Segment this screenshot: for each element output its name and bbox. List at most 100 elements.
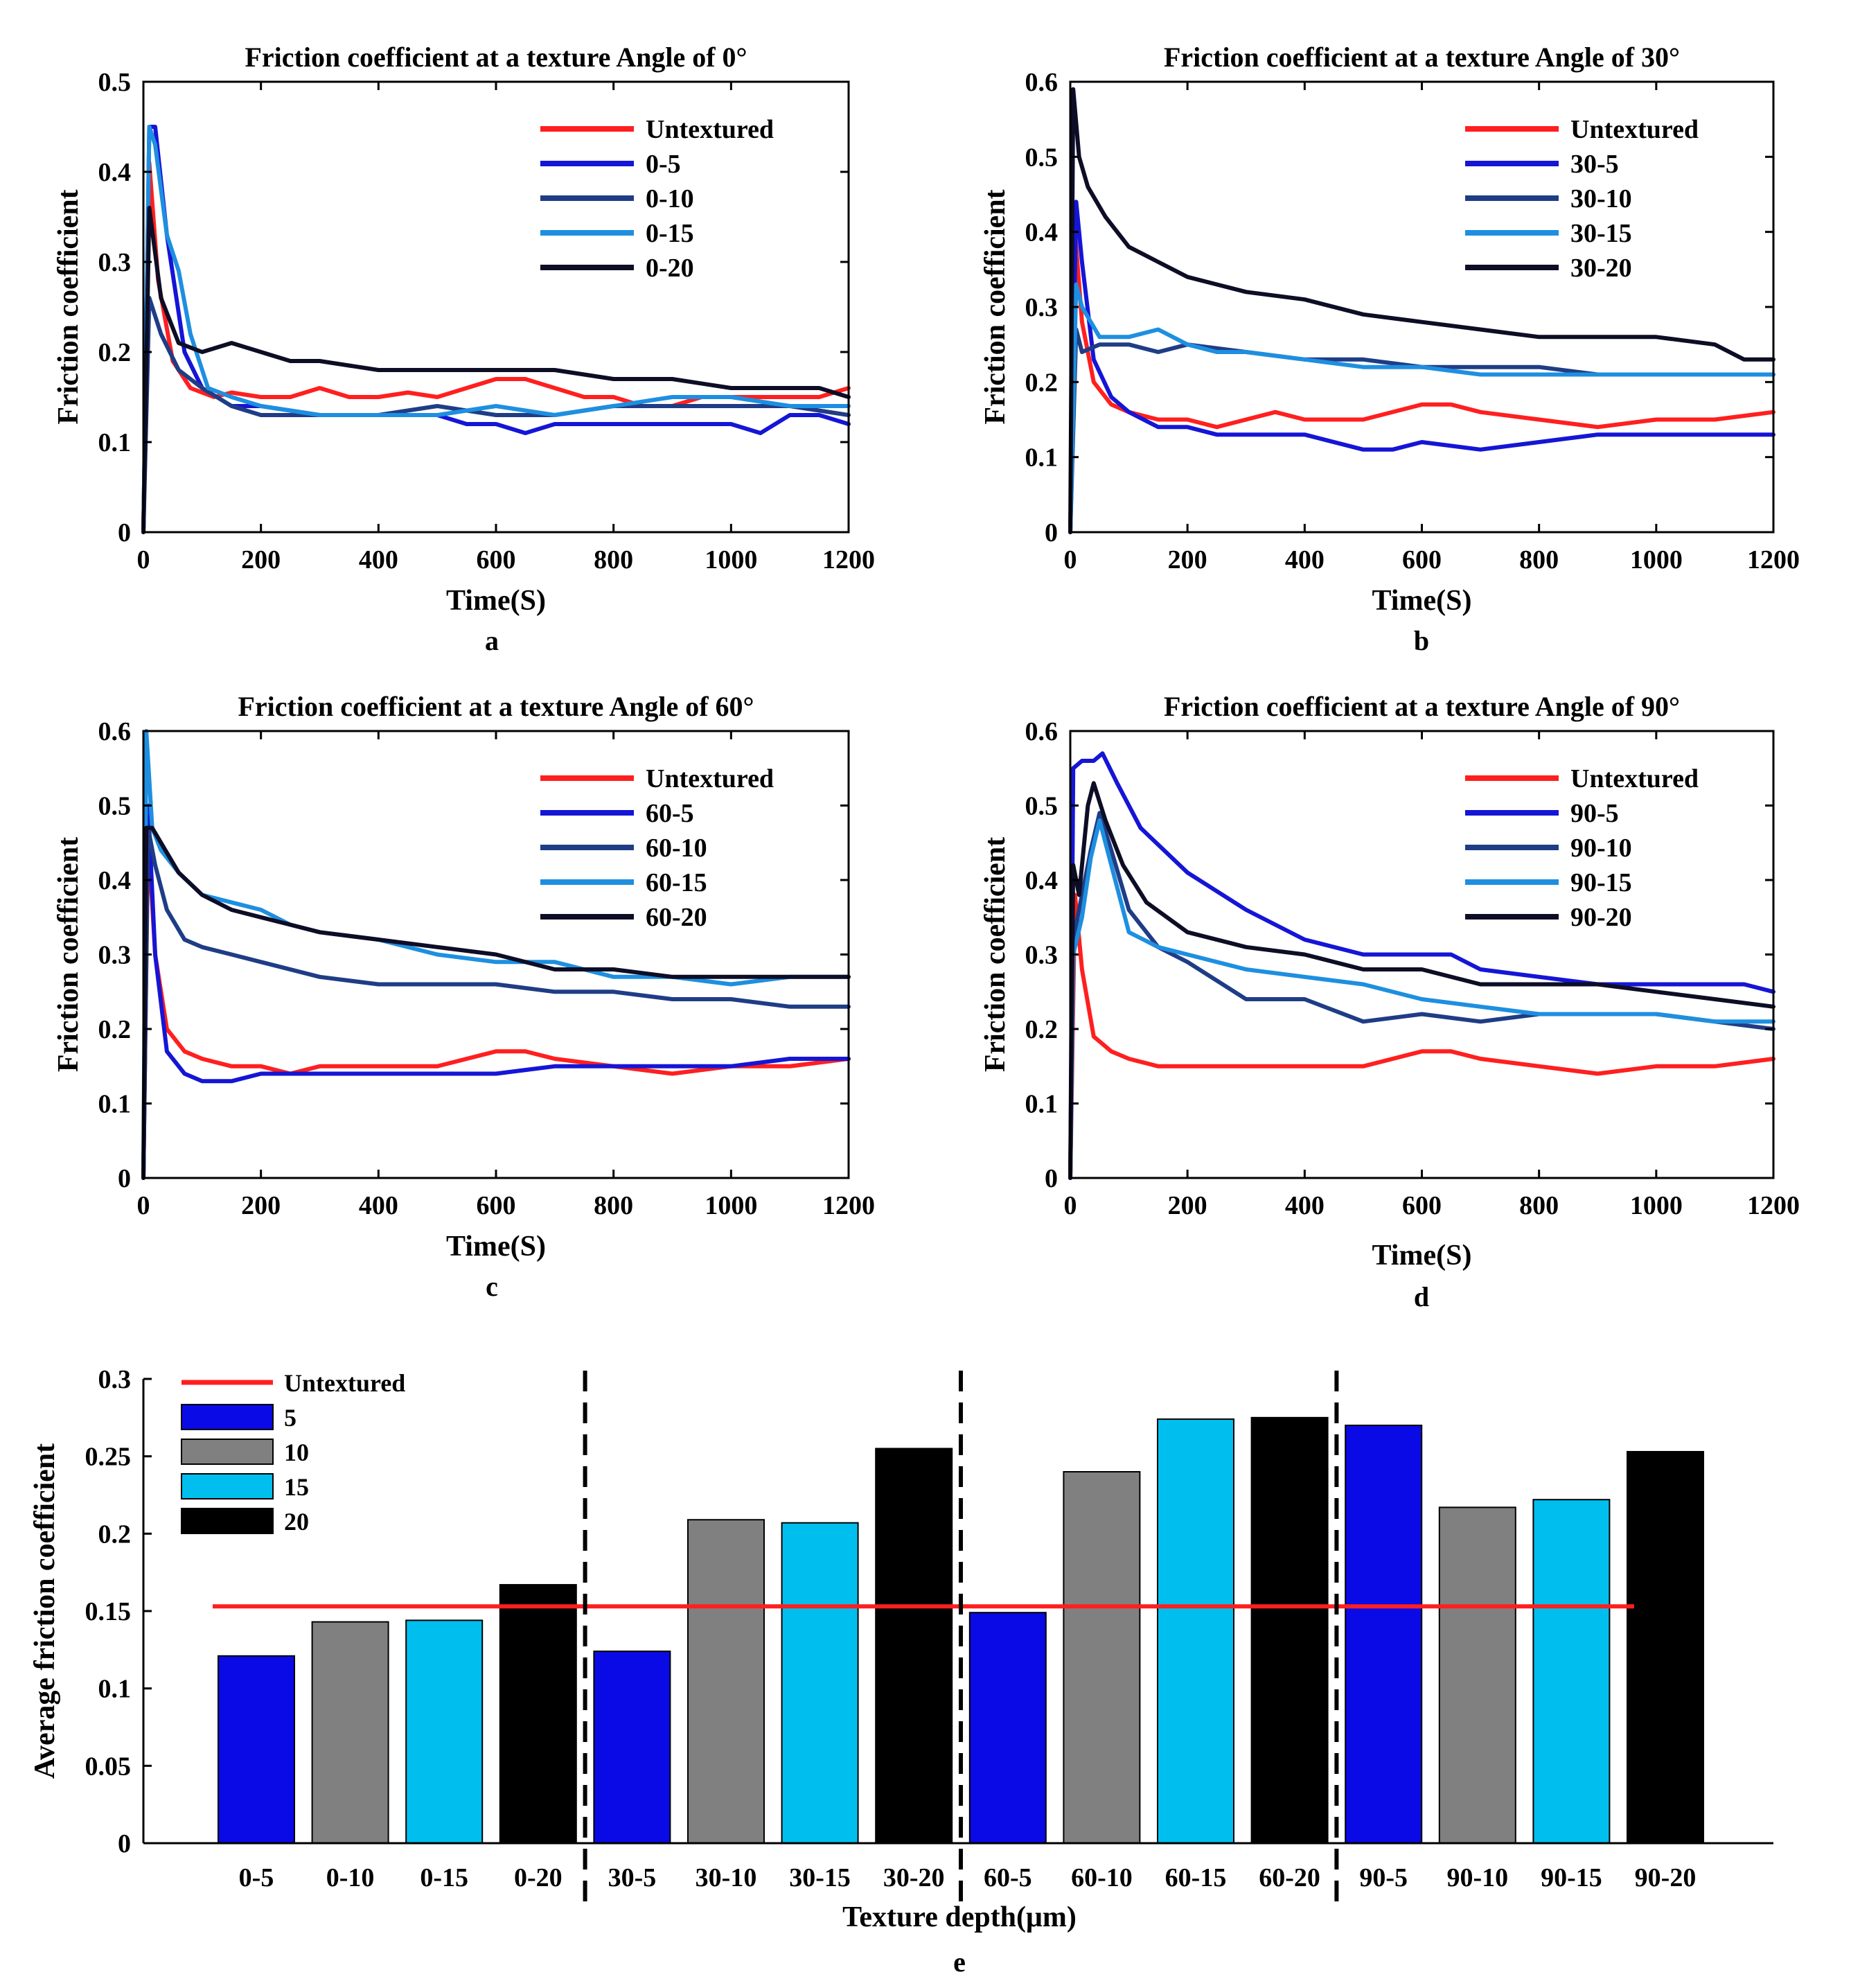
y-axis-label: Friction coefficient [53,189,85,424]
bar-0-5 [218,1655,295,1844]
x-tick-label: 0 [1064,1191,1077,1220]
y-tick-label: 0.6 [1025,717,1059,746]
legend-label-5: 5 [284,1404,296,1432]
legend-label-60-10: 60-10 [646,834,707,863]
bar-0-20 [499,1584,577,1845]
legend-label-60-20: 60-20 [646,903,707,932]
bar-0-10 [311,1621,389,1844]
bar-30-5 [593,1651,671,1844]
series-line-0-20 [141,206,851,534]
x-tick-label: 800 [1519,1191,1559,1220]
series-line-Untextured [141,833,851,1180]
y-tick-label: 0.3 [98,941,132,970]
y-axis-label: Average friction coefficient [29,1443,61,1779]
x-tick-label: 0 [137,545,150,574]
bar-60-20 [1250,1416,1329,1845]
line-chart-panel-a: Friction coefficient at a texture Angle … [53,42,875,656]
x-tick-label-30-10: 30-10 [696,1863,757,1892]
legend-swatch-10 [181,1439,274,1465]
x-tick-label-60-5: 60-5 [984,1863,1032,1892]
x-axis-label: Time(S) [1372,585,1472,617]
chart-title-c: Friction coefficient at a texture Angle … [238,691,754,722]
bar-30-10 [687,1519,765,1845]
legend-label-90-5: 90-5 [1570,799,1619,828]
series-line-90-5 [1068,751,1775,1180]
x-tick-label: 1000 [1630,545,1683,574]
x-tick-label-30-15: 30-15 [789,1863,851,1892]
x-tick-label: 1000 [705,1191,757,1220]
series-line-30-15 [1068,282,1775,534]
y-tick-label: 0.2 [98,338,132,367]
bar-60-15 [1157,1418,1234,1844]
chart-title-b: Friction coefficient at a texture Angle … [1164,42,1680,73]
series-line-0-15 [141,125,851,534]
y-tick-label: 0.2 [1025,368,1059,397]
y-tick-label: 0.2 [98,1520,132,1549]
legend-label-0-10: 0-10 [646,184,694,213]
legend-label-Untextured: Untextured [1570,115,1699,144]
y-tick-label: 0.3 [1025,941,1059,970]
x-tick-label-0-15: 0-15 [420,1863,468,1892]
y-tick-label: 0.5 [98,68,132,97]
bar-90-20 [1627,1450,1704,1844]
y-tick-label: 0.5 [1025,792,1059,821]
x-tick-label: 200 [241,1191,281,1220]
legend-label-90-15: 90-15 [1570,868,1632,897]
x-tick-label: 200 [241,545,281,574]
x-tick-label-60-10: 60-10 [1071,1863,1133,1892]
x-tick-label: 200 [1168,1191,1207,1220]
x-tick-label: 400 [1285,1191,1325,1220]
bar-60-10 [1063,1471,1141,1844]
legend-label-30-5: 30-5 [1570,150,1619,179]
x-tick-label: 1200 [1747,545,1800,574]
y-axis-label: Friction coefficient [53,837,85,1072]
legend-label-0-5: 0-5 [646,150,681,179]
y-tick-label: 0.25 [85,1443,132,1472]
legend-swatch-15 [181,1473,274,1499]
x-tick-label: 200 [1168,545,1207,574]
y-tick-label: 0.2 [1025,1015,1059,1044]
x-tick-label: 400 [359,545,398,574]
legend-swatch-5 [181,1404,274,1430]
legend-label-90-10: 90-10 [1570,834,1632,863]
panel-caption-b: b [1414,625,1429,656]
series-line-60-5 [141,803,851,1180]
bar-30-20 [875,1448,953,1844]
x-tick-label: 0 [137,1191,150,1220]
y-tick-label: 0.5 [98,792,132,821]
x-tick-label: 1200 [822,545,875,574]
line-chart-panel-d: Friction coefficient at a texture Angle … [980,691,1800,1312]
chart-title-d: Friction coefficient at a texture Angle … [1164,691,1680,722]
x-tick-label-60-20: 60-20 [1259,1863,1320,1892]
x-tick-label-30-20: 30-20 [883,1863,945,1892]
y-axis-label: Friction coefficient [980,837,1011,1072]
legend-label-10: 10 [284,1439,309,1466]
y-tick-label: 0.1 [1025,443,1059,473]
series-line-Untextured [1068,892,1775,1180]
y-tick-label: 0.1 [98,1090,132,1119]
bar-60-5 [968,1612,1047,1845]
y-tick-label: 0.1 [98,1675,132,1704]
x-tick-label: 600 [1402,1191,1442,1220]
y-tick-label: 0.4 [1025,218,1059,247]
x-tick-label: 1200 [1747,1191,1800,1220]
x-tick-label-0-20: 0-20 [514,1863,563,1892]
x-tick-label-90-5: 90-5 [1359,1863,1408,1892]
line-chart-panel-b: Friction coefficient at a texture Angle … [980,42,1800,656]
series-line-60-10 [141,825,851,1180]
x-tick-label-90-20: 90-20 [1635,1863,1697,1892]
x-tick-label: 1200 [822,1191,875,1220]
y-tick-label: 0.3 [98,1365,132,1394]
legend-label-0-20: 0-20 [646,254,694,283]
y-tick-label: 0 [1045,518,1058,547]
legend-label-60-15: 60-15 [646,868,707,897]
x-tick-label-30-5: 30-5 [608,1863,657,1892]
series-line-0-5 [141,125,851,534]
bar-chart-panel-e: 0 0.05 0.1 0.15 0.2 0.25 0.3 0-5 0-10 0-15 0-20 30-… [29,1365,1773,1978]
y-tick-label: 0.1 [1025,1090,1059,1119]
y-tick-label: 0.5 [1025,143,1059,172]
line-chart-panel-c: Friction coefficient at a texture Angle … [53,691,875,1302]
bar-0-15 [405,1619,484,1844]
legend-label-Untextured: Untextured [646,764,774,793]
